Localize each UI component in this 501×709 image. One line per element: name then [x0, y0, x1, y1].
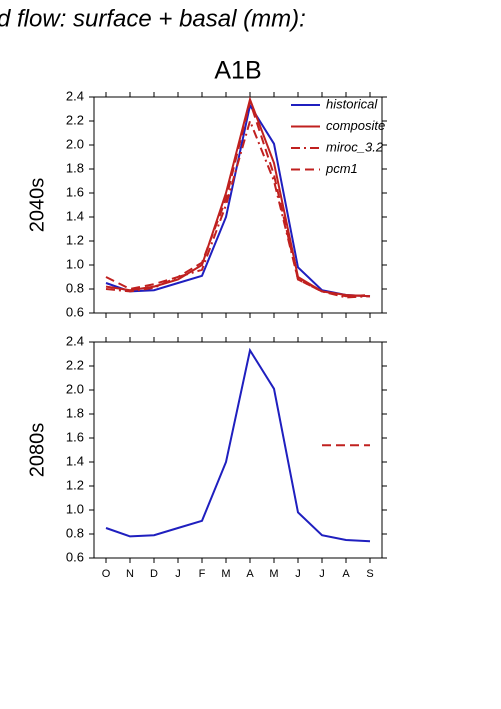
series-line [105, 347, 371, 543]
x-tick-label: A [342, 568, 350, 580]
x-tick-label: M [269, 568, 278, 580]
x-tick-label: O [102, 568, 111, 580]
y-tick-label: 1.2 [66, 477, 84, 492]
chart-subtitle: A1B [214, 57, 261, 85]
y-tick-label: 0.8 [66, 525, 84, 540]
legend-label: composite [326, 118, 385, 133]
y-tick-label: 2.4 [66, 333, 84, 348]
y-tick-label: 0.8 [66, 280, 84, 295]
x-tick-label: J [175, 568, 181, 580]
x-tick-label: F [199, 568, 206, 580]
series-line [105, 102, 371, 298]
x-tick-label: S [366, 568, 373, 580]
y-tick-label: 1.8 [66, 160, 84, 175]
chart-title: d flow: surface + basal (mm): [0, 5, 306, 32]
legend-label: historical [326, 96, 378, 111]
x-tick-label: M [221, 568, 230, 580]
y-tick-label: 1.4 [66, 453, 84, 468]
series-line [105, 96, 371, 298]
series-line [105, 98, 371, 298]
y-tick-label: 1.0 [66, 256, 84, 271]
y-tick-label: 2.2 [66, 112, 84, 127]
y-tick-label: 1.4 [66, 208, 84, 223]
y-tick-label: 1.6 [66, 429, 84, 444]
legend-label: miroc_3.2 [326, 139, 384, 154]
x-tick-label: N [126, 568, 134, 580]
y-tick-label: 1.6 [66, 184, 84, 199]
series-line [105, 117, 371, 299]
y-axis-label: 2080s [26, 423, 48, 478]
y-tick-label: 2.0 [66, 381, 84, 396]
plot-frame [93, 96, 383, 314]
y-tick-label: 1.2 [66, 232, 84, 247]
x-tick-label: D [150, 568, 158, 580]
x-tick-label: A [246, 568, 254, 580]
plot-frame [93, 341, 383, 559]
x-tick-label: J [295, 568, 301, 580]
x-tick-label: J [319, 568, 325, 580]
y-tick-label: 2.0 [66, 136, 84, 151]
y-tick-label: 1.8 [66, 405, 84, 420]
legend-label: pcm1 [325, 161, 358, 176]
y-tick-label: 0.6 [66, 304, 84, 319]
y-tick-label: 2.2 [66, 357, 84, 372]
y-axis-label: 2040s [26, 178, 48, 233]
y-tick-label: 0.6 [66, 549, 84, 564]
y-tick-label: 2.4 [66, 88, 84, 103]
y-tick-label: 1.0 [66, 501, 84, 516]
